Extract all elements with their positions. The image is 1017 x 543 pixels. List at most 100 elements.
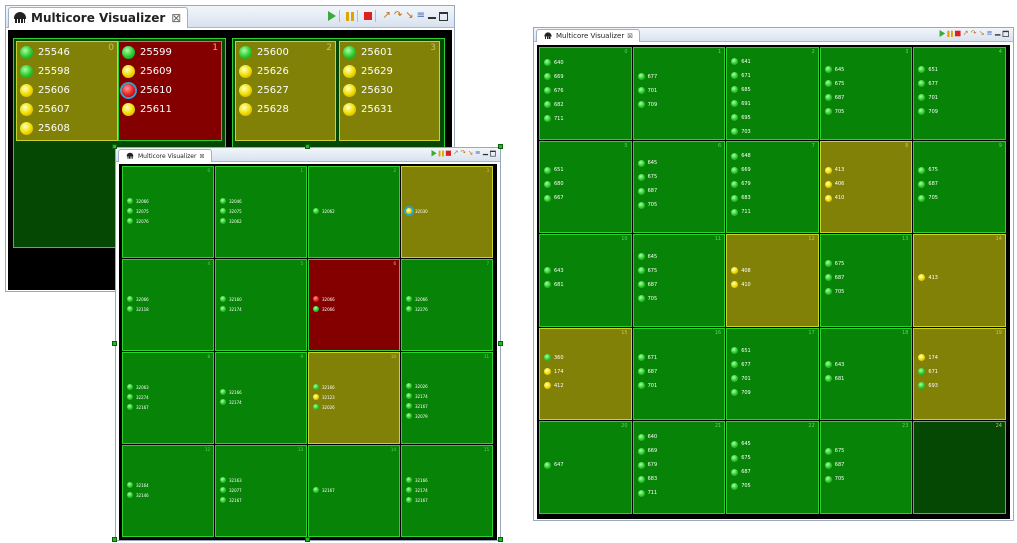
thread-state-icon[interactable]: [239, 103, 252, 116]
thread-item[interactable]: 675: [731, 454, 751, 462]
thread-item[interactable]: 683: [637, 475, 657, 483]
thread-state-icon[interactable]: [731, 180, 739, 188]
view-tab[interactable]: Multicore Visualizer ⊠: [8, 7, 189, 28]
thread-item[interactable]: 681: [544, 281, 564, 289]
thread-state-icon[interactable]: [824, 461, 832, 469]
step-over-icon[interactable]: ↷: [393, 10, 403, 21]
thread-item[interactable]: 677: [731, 361, 751, 369]
thread-item[interactable]: 691: [731, 100, 751, 107]
thread-item[interactable]: 25599: [122, 46, 172, 59]
thread-state-icon[interactable]: [731, 347, 739, 355]
thread-state-icon[interactable]: [637, 87, 645, 95]
thread-state-icon[interactable]: [824, 80, 832, 88]
thread-item[interactable]: 687: [824, 461, 844, 469]
thread-item[interactable]: 25546: [20, 46, 70, 59]
thread-state-icon[interactable]: [731, 440, 739, 448]
thread-item[interactable]: 360: [544, 354, 564, 362]
thread-item[interactable]: 32166: [406, 477, 428, 483]
core-cell-7[interactable]: 7 648 669 679 683 711: [726, 140, 819, 234]
thread-state-icon[interactable]: [824, 180, 832, 188]
thread-item[interactable]: 32167: [406, 403, 428, 409]
thread-state-icon[interactable]: [127, 492, 133, 498]
thread-state-icon[interactable]: [406, 487, 412, 493]
thread-item[interactable]: 32030: [406, 208, 428, 214]
thread-state-icon[interactable]: [406, 497, 412, 503]
thread-item[interactable]: 32118: [127, 306, 149, 312]
thread-state-icon[interactable]: [544, 382, 551, 390]
thread-item[interactable]: 705: [824, 108, 844, 116]
thread-item[interactable]: 25611: [122, 103, 172, 116]
thread-item[interactable]: 695: [731, 114, 751, 121]
thread-state-icon[interactable]: [731, 128, 739, 135]
thread-state-icon[interactable]: [824, 375, 832, 383]
thread-state-icon[interactable]: [343, 84, 356, 97]
thread-state-icon[interactable]: [637, 475, 645, 483]
thread-item[interactable]: 32274: [127, 394, 149, 400]
thread-item[interactable]: 25628: [239, 103, 289, 116]
thread-state-icon[interactable]: [220, 487, 226, 493]
core-cell-3[interactable]: 3 25601 25629 25630 25631: [339, 41, 440, 141]
thread-state-icon[interactable]: [637, 173, 645, 181]
thread-item[interactable]: 174: [544, 368, 564, 376]
thread-state-icon[interactable]: [544, 180, 551, 188]
thread-item[interactable]: 647: [544, 461, 564, 469]
thread-item[interactable]: 25631: [343, 103, 393, 116]
thread-state-icon[interactable]: [731, 72, 739, 79]
thread-state-icon[interactable]: [406, 383, 412, 389]
thread-item[interactable]: 410: [731, 281, 751, 289]
thread-item[interactable]: 25608: [20, 122, 70, 135]
drop-to-frame-icon[interactable]: ≡: [987, 29, 993, 37]
thread-state-icon[interactable]: [637, 159, 645, 167]
thread-state-icon[interactable]: [824, 361, 832, 369]
thread-item[interactable]: 705: [731, 482, 751, 490]
thread-item[interactable]: 32167: [313, 487, 335, 493]
view-tab[interactable]: Multicore Visualizer ⊠: [118, 149, 212, 162]
core-cell-3[interactable]: 3 32030: [401, 166, 493, 258]
thread-item[interactable]: 679: [637, 461, 657, 469]
thread-state-icon[interactable]: [544, 267, 551, 275]
thread-item[interactable]: 711: [637, 489, 657, 497]
thread-item[interactable]: 671: [918, 368, 938, 376]
thread-item[interactable]: 705: [918, 194, 938, 202]
minimize-icon[interactable]: [428, 17, 436, 19]
thread-item[interactable]: 651: [544, 166, 564, 174]
thread-state-icon[interactable]: [127, 306, 133, 312]
thread-item[interactable]: 32075: [220, 208, 242, 214]
thread-state-icon[interactable]: [918, 66, 926, 74]
view-tab[interactable]: Multicore Visualizer ⊠: [536, 29, 641, 42]
core-cell-2[interactable]: 2 25600 25626 25627 25628: [235, 41, 336, 141]
thread-item[interactable]: 32066: [313, 296, 335, 302]
resume-icon[interactable]: [940, 30, 946, 37]
thread-item[interactable]: 412: [544, 382, 564, 390]
thread-item[interactable]: 701: [637, 87, 657, 95]
thread-item[interactable]: 687: [918, 180, 938, 188]
thread-state-icon[interactable]: [20, 65, 33, 78]
thread-state-icon[interactable]: [637, 382, 645, 390]
core-cell-0[interactable]: 0 32066 32075 32076: [122, 166, 214, 258]
thread-state-icon[interactable]: [20, 84, 33, 97]
thread-item[interactable]: 669: [544, 73, 564, 81]
thread-item[interactable]: 32026: [313, 404, 335, 410]
core-cell-1[interactable]: 1 25599 25609 25610 25611: [118, 41, 222, 141]
step-return-icon[interactable]: ↘: [468, 149, 474, 157]
thread-state-icon[interactable]: [731, 194, 739, 202]
core-cell-21[interactable]: 21 640 669 679 683 711: [632, 421, 726, 514]
thread-item[interactable]: 675: [824, 80, 844, 88]
thread-state-icon[interactable]: [406, 477, 412, 483]
thread-item[interactable]: 701: [731, 375, 751, 383]
core-cell-5[interactable]: 5 32160 32174: [215, 259, 307, 351]
core-cell-11[interactable]: 11 32026 32174 32167 32079: [401, 352, 493, 444]
core-cell-24[interactable]: 24: [913, 421, 1006, 514]
thread-item[interactable]: 32046: [220, 198, 242, 204]
thread-state-icon[interactable]: [824, 288, 832, 296]
thread-item[interactable]: 683: [731, 194, 751, 202]
thread-item[interactable]: 682: [544, 101, 564, 109]
thread-item[interactable]: 32276: [406, 306, 428, 312]
thread-state-icon[interactable]: [220, 218, 226, 224]
core-cell-9[interactable]: 9 675 687 705: [913, 140, 1006, 234]
thread-item[interactable]: 32174: [406, 393, 428, 399]
thread-item[interactable]: 32063: [127, 384, 149, 390]
thread-state-icon[interactable]: [313, 296, 319, 302]
thread-state-icon[interactable]: [127, 384, 133, 390]
thread-state-icon[interactable]: [313, 487, 319, 493]
